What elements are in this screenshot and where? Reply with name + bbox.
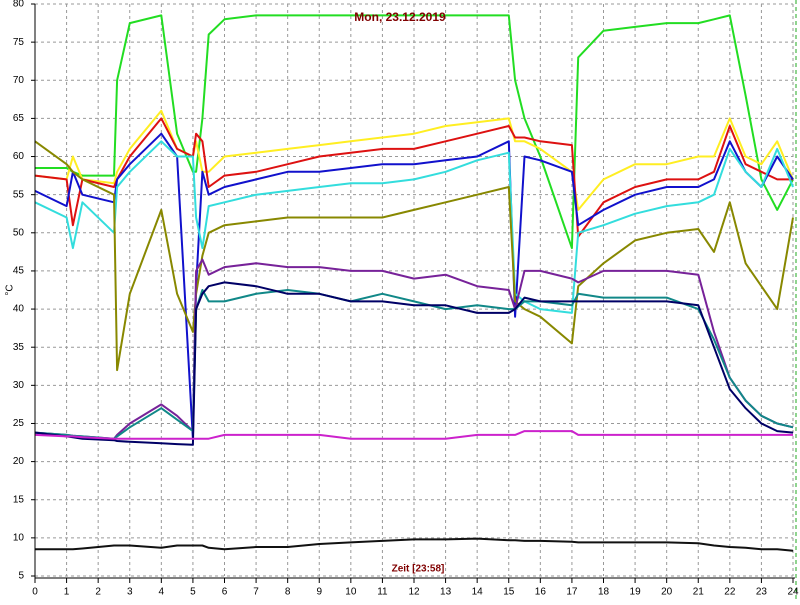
- x-tick-label: 11: [377, 587, 388, 598]
- x-tick-label: 23: [756, 587, 768, 598]
- series-line: [34, 109, 794, 211]
- x-tick-label: 10: [345, 587, 357, 598]
- x-tick-label: 3: [127, 587, 133, 598]
- series-line: [34, 258, 794, 440]
- y-tick-label: 20: [13, 456, 25, 467]
- series-line: [34, 132, 794, 440]
- x-tick-label: 0: [32, 587, 38, 598]
- series-line: [35, 537, 794, 552]
- series-line: [34, 140, 794, 372]
- y-tick-label: 15: [13, 494, 25, 505]
- y-tick-label: 70: [13, 75, 25, 86]
- y-tick-label: 25: [13, 418, 25, 429]
- x-tick-label: 24: [787, 587, 799, 598]
- x-tick-label: 19: [630, 587, 642, 598]
- y-tick-label: 80: [13, 0, 25, 10]
- y-tick-label: 10: [13, 533, 25, 544]
- x-tick-label: 14: [472, 587, 484, 598]
- x-tick-label: 2: [95, 587, 101, 598]
- series-line: [34, 140, 794, 314]
- x-tick-label: 20: [661, 587, 673, 598]
- x-tick-label: 6: [222, 587, 228, 598]
- series-line: [34, 117, 793, 238]
- y-tick-label: 75: [13, 37, 25, 48]
- x-tick-label: 17: [566, 587, 578, 598]
- x-tick-label: 4: [159, 587, 165, 598]
- x-tick-label: 12: [408, 587, 420, 598]
- series-line: [35, 14, 794, 250]
- x-tick-label: 21: [693, 587, 705, 598]
- x-axis-label: Zeit [23:58]: [392, 564, 445, 575]
- y-tick-label: 60: [13, 151, 25, 162]
- y-tick-label: 45: [13, 266, 25, 277]
- lines: [34, 14, 794, 552]
- y-tick-label: 50: [13, 227, 25, 238]
- y-tick-label: 5: [18, 571, 24, 582]
- x-tick-label: 16: [535, 587, 547, 598]
- series-line: [34, 281, 794, 446]
- x-tick-label: 5: [190, 587, 196, 598]
- y-tick-label: 35: [13, 342, 25, 353]
- y-tick-label: 30: [13, 380, 25, 391]
- y-axis-label: °C: [5, 284, 16, 295]
- x-tick-label: 13: [440, 587, 452, 598]
- x-tick-label: 9: [316, 587, 322, 598]
- x-tick-label: 1: [64, 587, 70, 598]
- x-tick-label: 22: [724, 587, 736, 598]
- grid: [34, 3, 794, 577]
- chart-title: Mon, 23.12.2019: [354, 10, 446, 24]
- x-tick-label: 18: [598, 587, 610, 598]
- series-line: [34, 289, 794, 440]
- y-tick-label: 40: [13, 304, 25, 315]
- x-tick-label: 7: [253, 587, 259, 598]
- x-tick-label: 15: [503, 587, 515, 598]
- series-line: [34, 430, 793, 440]
- y-tick-label: 55: [13, 189, 25, 200]
- y-tick-label: 65: [13, 113, 25, 124]
- x-tick-label: 8: [285, 587, 291, 598]
